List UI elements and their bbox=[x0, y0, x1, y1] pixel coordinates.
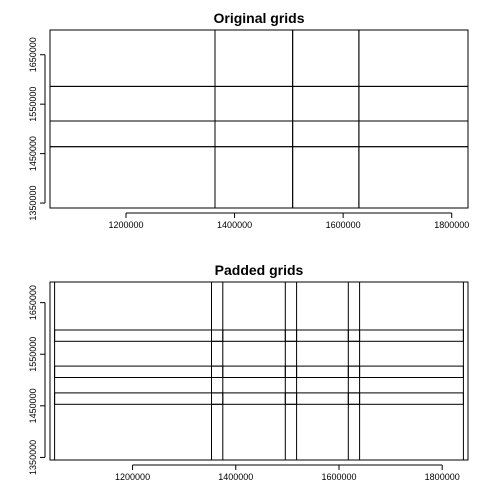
grid-cell bbox=[358, 146, 469, 209]
grid-cell bbox=[347, 281, 464, 342]
x-tick-label: 1400000 bbox=[217, 220, 252, 230]
x-tick-label: 1600000 bbox=[326, 220, 361, 230]
grid-cell bbox=[49, 85, 216, 122]
x-tick-label: 1800000 bbox=[425, 472, 460, 482]
x-tick-label: 1200000 bbox=[115, 472, 150, 482]
x-axis-original: 1200000 1400000 1600000 1800000 bbox=[108, 212, 469, 230]
grid-cell bbox=[347, 392, 464, 461]
grid-cell bbox=[49, 29, 216, 87]
y-tick-label: 1450000 bbox=[28, 388, 38, 423]
y-tick-label: 1550000 bbox=[28, 87, 38, 122]
grid-cell bbox=[292, 120, 360, 148]
grid-cell bbox=[54, 329, 224, 378]
y-tick-label: 1650000 bbox=[28, 37, 38, 72]
grid-cell bbox=[214, 29, 294, 87]
plot-frame-original bbox=[49, 29, 469, 209]
y-axis-padded: 1350000 1450000 1550000 1650000 bbox=[28, 285, 46, 475]
grid-cell bbox=[49, 146, 216, 209]
grid-cells-original bbox=[49, 29, 469, 209]
y-axis-original: 1350000 1450000 1550000 1650000 bbox=[28, 37, 46, 221]
grid-cell bbox=[54, 365, 224, 405]
grid-cell bbox=[358, 29, 469, 87]
x-tick-label: 1400000 bbox=[218, 472, 253, 482]
plot-frame-padded bbox=[49, 281, 469, 461]
x-tick-label: 1600000 bbox=[321, 472, 356, 482]
y-tick-label: 1450000 bbox=[28, 136, 38, 171]
y-tick-label: 1650000 bbox=[28, 285, 38, 320]
x-tick-label: 1800000 bbox=[434, 220, 469, 230]
grid-cell bbox=[347, 365, 464, 405]
panel-padded: Padded grids 1200000 1400000 1600000 180000… bbox=[28, 262, 469, 482]
grid-cell bbox=[358, 85, 469, 122]
grid-cell bbox=[358, 120, 469, 148]
grid-cells-padded bbox=[54, 281, 464, 461]
y-tick-label: 1350000 bbox=[28, 440, 38, 475]
grid-cell bbox=[211, 392, 298, 461]
grid-cell bbox=[284, 329, 361, 378]
grid-cell bbox=[284, 281, 361, 342]
y-tick-label: 1350000 bbox=[28, 186, 38, 221]
x-axis-padded: 1200000 1400000 1600000 1800000 bbox=[115, 464, 460, 482]
grid-cell bbox=[292, 146, 360, 209]
grid-cell bbox=[54, 392, 224, 461]
grid-cell bbox=[292, 85, 360, 122]
panel-original: Original grids 1200000 1400000 1600000 1800… bbox=[28, 10, 469, 230]
grid-cell bbox=[347, 329, 464, 378]
chart-title-original: Original grids bbox=[213, 10, 304, 26]
grid-cell bbox=[214, 120, 294, 148]
y-tick-label: 1550000 bbox=[28, 337, 38, 372]
x-tick-label: 1200000 bbox=[108, 220, 143, 230]
grid-cell bbox=[211, 365, 298, 405]
grid-cell bbox=[49, 120, 216, 148]
grid-cell bbox=[284, 365, 361, 405]
grid-cell bbox=[284, 392, 361, 461]
grid-cell bbox=[211, 281, 298, 342]
grid-cell bbox=[54, 281, 224, 342]
chart-title-padded: Padded grids bbox=[215, 262, 304, 278]
grid-cell bbox=[214, 146, 294, 209]
grid-cell bbox=[211, 329, 298, 378]
grid-cell bbox=[214, 85, 294, 122]
grid-cell bbox=[292, 29, 360, 87]
